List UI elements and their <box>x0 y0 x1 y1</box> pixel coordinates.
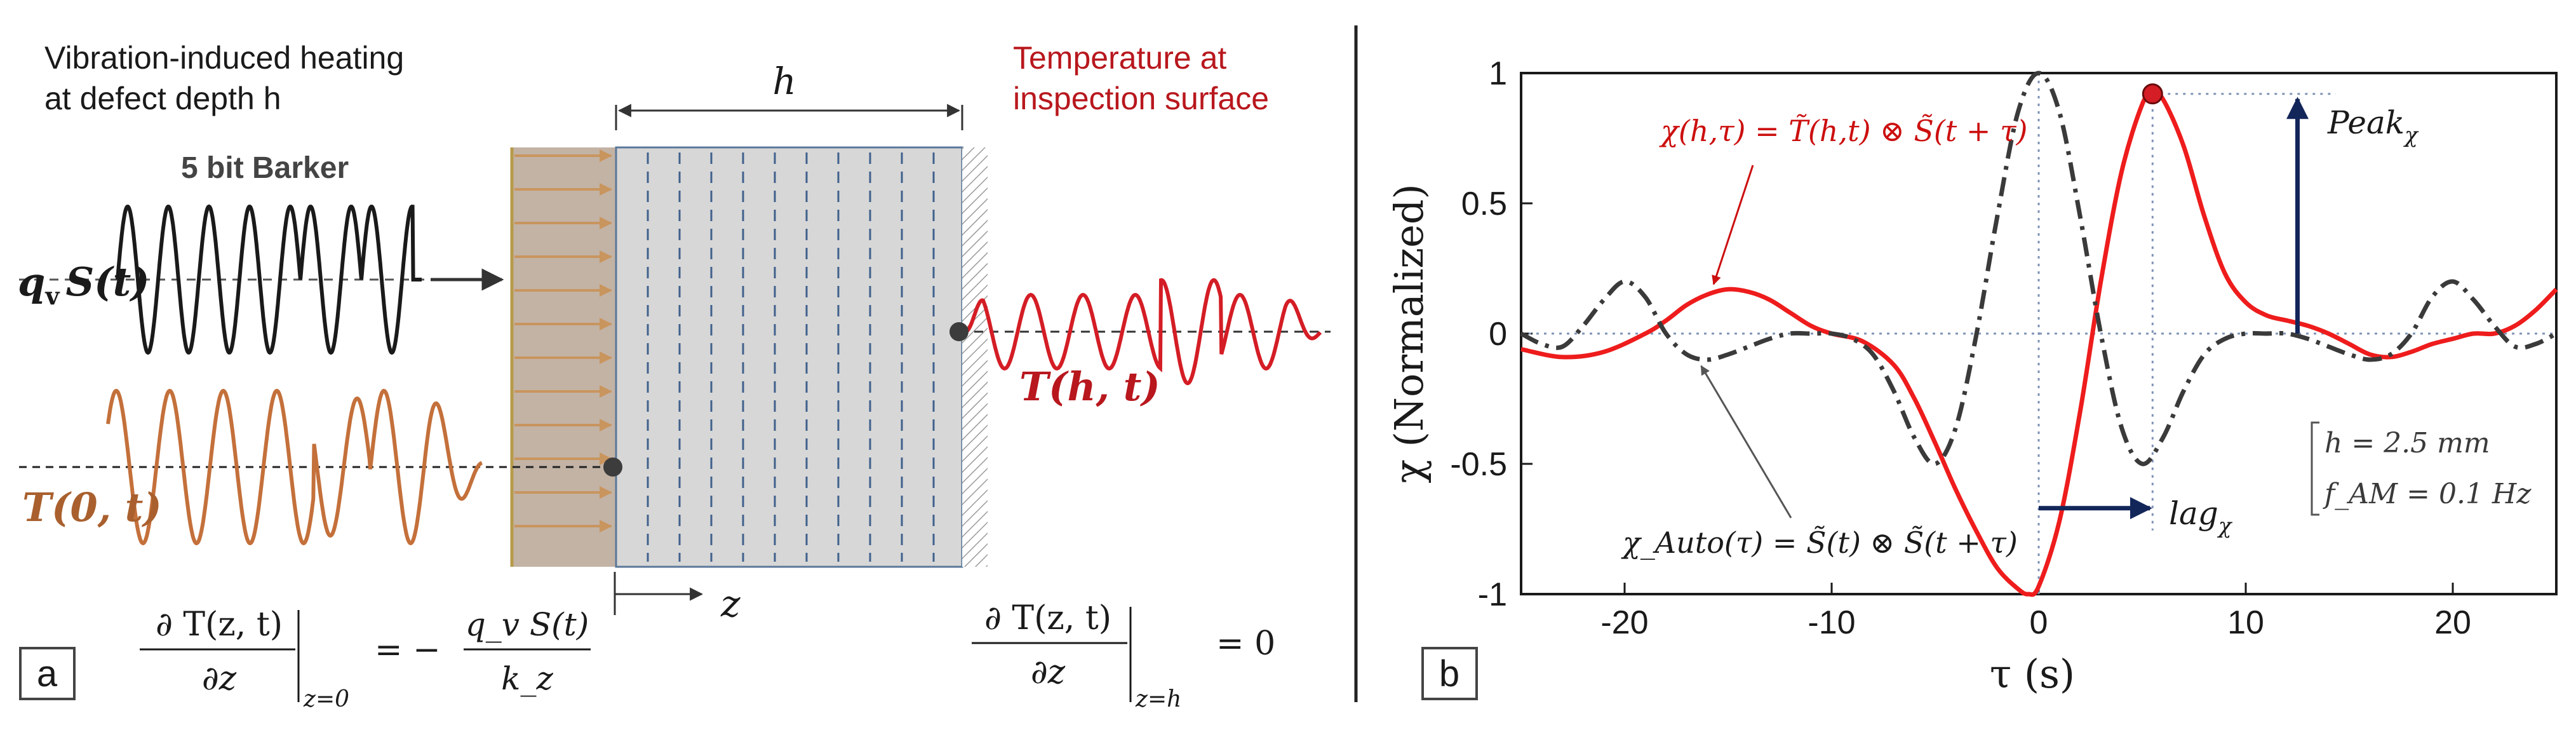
x-tick-label: 0 <box>2030 604 2048 641</box>
heat-flux-arrows <box>514 149 612 532</box>
x-tick-label: 20 <box>2434 604 2471 641</box>
source-label: qv S(t) <box>18 259 150 310</box>
series-cross-correlation <box>1520 90 2558 597</box>
param-f: f_AM = 0.1 Hz <box>2323 478 2532 510</box>
y-tick-label: 0.5 <box>1461 186 1507 222</box>
bc-left-numerator: ∂ T(z, t) <box>156 606 283 644</box>
x-tick-label: -10 <box>1808 604 1855 641</box>
bc-right-denominator: ∂z <box>1031 653 1066 691</box>
heading-right-line1: Temperature at <box>1013 40 1226 76</box>
bc-left-equals: = − <box>375 631 441 669</box>
panel-a-label: a <box>37 653 58 695</box>
auto-formula-pointer <box>1700 365 1792 518</box>
y-tick-label: -0.5 <box>1450 446 1507 483</box>
panel-b-label-box <box>1421 647 1478 700</box>
t0-label: T(0, t) <box>22 484 162 531</box>
x-axis-label: τ (s) <box>1990 651 2075 697</box>
panel-a-label-box <box>19 647 76 700</box>
boundary-condition-right: ∂ T(z, t) ∂z z=h = 0 <box>972 599 1275 712</box>
y-axis-label: χ (Normalized) <box>1386 184 1432 483</box>
x-tick-label: -20 <box>1600 604 1648 641</box>
autocorrelation-formula: χ_Auto(τ) = S̃(t) ⊗ S̃(t + τ) <box>1621 525 2018 560</box>
heading-left-line2: at defect depth h <box>44 81 281 116</box>
specimen-block <box>615 146 963 568</box>
bc-left-subscript: z=0 <box>303 686 349 712</box>
series-autocorrelation <box>1520 71 2558 466</box>
heading-right-line2: inspection surface <box>1013 81 1269 116</box>
barker-signal-curve <box>116 204 422 355</box>
surface-point-zh <box>949 322 969 341</box>
cross-correlation-formula: χ(h,τ) = T̃(h,t) ⊗ S̃(t + τ) <box>1659 114 2027 148</box>
panel-b-chart: 1 0.5 0 -0.5 -1 -20 -10 0 10 20 χ (Normalized) τ… <box>1386 55 2558 700</box>
specimen-layer-lines <box>647 152 935 562</box>
z-label: z <box>720 582 741 625</box>
bc-left-denominator: ∂z <box>202 660 237 698</box>
peak-label: Peakχ <box>2327 104 2419 148</box>
bc-left-rhs-denominator: k_z <box>501 660 553 697</box>
barker-label: 5 bit Barker <box>181 151 349 185</box>
panel-a: Vibration-induced heating at defect dept… <box>18 40 1331 712</box>
bc-right-subscript: z=h <box>1135 686 1181 712</box>
th-temperature-curve <box>965 278 1322 386</box>
cross-formula-pointer <box>1712 165 1754 285</box>
param-h: h = 2.5 mm <box>2324 427 2490 459</box>
surface-point-z0 <box>603 458 622 477</box>
insulated-boundary <box>962 147 988 567</box>
th-label: T(h, t) <box>1019 363 1160 410</box>
y-tick-label: -1 <box>1478 576 1507 613</box>
t0-temperature-curve <box>106 388 483 546</box>
x-tick-label: 10 <box>2227 604 2264 641</box>
bc-right-numerator: ∂ T(z, t) <box>984 599 1111 637</box>
bc-right-equals: = 0 <box>1216 625 1275 663</box>
panel-b-label: b <box>1439 653 1459 695</box>
y-tick-label: 1 <box>1489 55 1507 92</box>
bc-left-rhs-numerator: q_v S(t) <box>466 606 589 643</box>
peak-marker <box>2142 83 2163 105</box>
lag-label: lagχ <box>2169 495 2233 539</box>
boundary-condition-left: ∂ T(z, t) ∂z z=0 = − q_v S(t) k_z <box>140 606 591 712</box>
heading-left-line1: Vibration-induced heating <box>44 40 404 76</box>
h-label: h <box>772 60 796 103</box>
y-tick-label: 0 <box>1489 316 1507 353</box>
param-bracket <box>2311 421 2319 516</box>
